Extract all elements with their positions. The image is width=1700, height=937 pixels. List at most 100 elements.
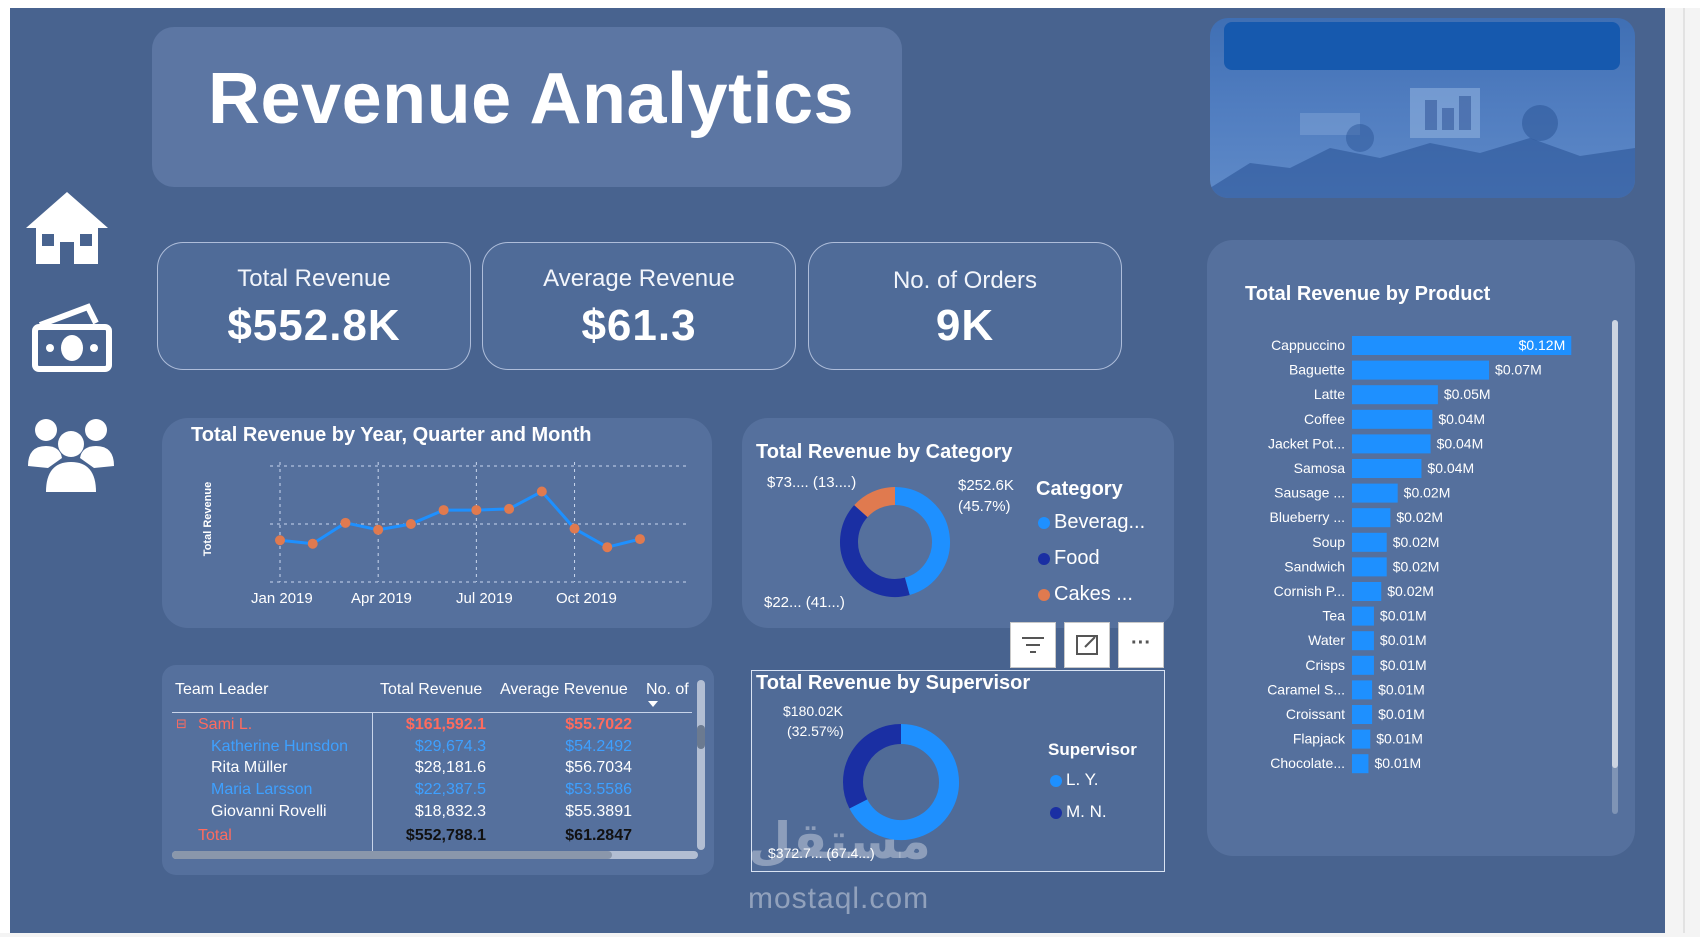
value-label: $0.01M bbox=[1376, 731, 1423, 747]
line-chart[interactable] bbox=[250, 452, 690, 592]
value-label: $0.04M bbox=[1437, 435, 1484, 451]
banner-graphic bbox=[1210, 88, 1635, 198]
banner-image bbox=[1210, 18, 1635, 198]
home-icon bbox=[26, 192, 108, 264]
donut-slice bbox=[894, 487, 950, 596]
legend-label: Cakes ... bbox=[1054, 583, 1133, 605]
table-scrollbar-thumb[interactable] bbox=[697, 725, 705, 749]
data-point bbox=[275, 535, 285, 546]
category-chart-title: Total Revenue by Category bbox=[756, 441, 1013, 463]
category-chart-panel[interactable] bbox=[742, 418, 1174, 628]
product-bar bbox=[1352, 705, 1373, 724]
data-point bbox=[602, 542, 613, 553]
row-avg: $55.7022 bbox=[565, 716, 632, 733]
category-label: Soup bbox=[1312, 534, 1345, 550]
legend-label: L. Y. bbox=[1066, 770, 1099, 789]
supervisor-donut[interactable] bbox=[834, 715, 968, 849]
kpi-orders[interactable]: No. of Orders 9K bbox=[808, 242, 1122, 370]
legend-item-mn[interactable]: M. N. bbox=[1050, 802, 1107, 822]
product-bar bbox=[1352, 483, 1398, 503]
row-name: Sami L. bbox=[198, 716, 253, 733]
col-header[interactable]: Team Leader bbox=[175, 681, 269, 698]
row-avg: $56.7034 bbox=[565, 759, 632, 776]
revenue-line bbox=[279, 489, 641, 549]
product-bar bbox=[1352, 655, 1374, 675]
nav-home[interactable] bbox=[24, 188, 110, 268]
donut-label: $372.7... (67.4...) bbox=[768, 845, 875, 861]
kpi-label: Total Revenue bbox=[237, 265, 391, 292]
focus-mode-button[interactable] bbox=[1064, 622, 1110, 668]
category-label: Caramel S... bbox=[1267, 681, 1345, 697]
table-hscrollbar-thumb[interactable] bbox=[172, 851, 612, 859]
category-label: Cornish P... bbox=[1274, 583, 1345, 599]
filter-button[interactable] bbox=[1010, 622, 1056, 668]
legend-item-cakes[interactable]: Cakes ... bbox=[1038, 583, 1133, 606]
people-icon bbox=[28, 419, 114, 492]
line-chart-panel[interactable] bbox=[162, 418, 712, 628]
scrollbar-thumb[interactable] bbox=[1612, 320, 1618, 768]
category-label: Sandwich bbox=[1284, 558, 1345, 574]
category-label: Crisps bbox=[1305, 657, 1345, 673]
product-bar bbox=[1352, 631, 1374, 651]
data-point bbox=[635, 534, 645, 545]
data-point bbox=[373, 524, 384, 535]
category-label: Tea bbox=[1322, 608, 1345, 624]
category-label: Baguette bbox=[1289, 362, 1345, 378]
col-header[interactable]: Average Revenue bbox=[500, 681, 628, 698]
value-label: $0.02M bbox=[1393, 534, 1440, 550]
more-options-button[interactable]: ··· bbox=[1118, 622, 1164, 668]
col-header[interactable]: Total Revenue bbox=[380, 681, 483, 698]
product-bar bbox=[1352, 508, 1391, 528]
value-label: $0.05M bbox=[1444, 386, 1491, 402]
category-label: Jacket Pot... bbox=[1268, 435, 1345, 451]
donut-label: $73.... (13....) bbox=[767, 474, 857, 491]
legend-item-beverages[interactable]: Beverag... bbox=[1038, 511, 1145, 534]
product-bar bbox=[1352, 459, 1422, 478]
money-icon bbox=[32, 303, 112, 372]
kpi-value: $552.8K bbox=[227, 301, 401, 350]
data-point bbox=[504, 503, 515, 514]
product-bar bbox=[1352, 754, 1369, 774]
category-label: Cappuccino bbox=[1271, 337, 1345, 353]
value-label: $0.01M bbox=[1380, 657, 1427, 673]
kpi-value: 9K bbox=[935, 301, 995, 350]
product-bar bbox=[1352, 582, 1382, 601]
value-label: $0.07M bbox=[1495, 362, 1542, 378]
kpi-total-revenue[interactable]: Total Revenue $552.8K bbox=[157, 242, 471, 370]
table-scrollbar[interactable] bbox=[697, 680, 705, 850]
product-bar-chart[interactable]: Cappuccino $0.12M Baguette $0.07M Latte $0.05… bbox=[1220, 326, 1600, 806]
product-bar bbox=[1352, 409, 1433, 429]
category-donut[interactable] bbox=[830, 477, 960, 607]
kpi-label: Average Revenue bbox=[543, 265, 735, 292]
value-label: $0.02M bbox=[1396, 509, 1443, 525]
product-chart-title: Total Revenue by Product bbox=[1245, 283, 1491, 305]
category-label: Chocolate... bbox=[1270, 755, 1345, 771]
row-avg: $55.3891 bbox=[565, 803, 632, 820]
nav-team[interactable] bbox=[28, 416, 114, 494]
kpi-value: $61.3 bbox=[581, 301, 697, 350]
col-header[interactable]: No. of bbox=[646, 681, 689, 698]
value-label: $0.04M bbox=[1427, 460, 1474, 476]
value-label: $0.02M bbox=[1387, 583, 1434, 599]
kpi-average-revenue[interactable]: Average Revenue $61.3 bbox=[482, 242, 796, 370]
product-bar bbox=[1352, 434, 1431, 454]
nav-finance[interactable] bbox=[32, 303, 112, 373]
donut-label: $22... (41...) bbox=[764, 594, 845, 611]
category-label: Coffee bbox=[1304, 411, 1345, 427]
data-point bbox=[307, 538, 318, 549]
team-table-panel[interactable] bbox=[162, 665, 714, 875]
row-name: Katherine Hunsdon bbox=[211, 738, 348, 755]
supervisor-chart-panel[interactable] bbox=[751, 670, 1165, 872]
donut-slice bbox=[840, 505, 910, 597]
kpi-label: No. of Orders bbox=[892, 267, 1038, 294]
total-row-name: Total bbox=[198, 827, 232, 844]
product-bar bbox=[1352, 336, 1572, 355]
category-label: Croissant bbox=[1286, 706, 1345, 722]
legend-item-food[interactable]: Food bbox=[1038, 547, 1100, 570]
more-options-icon: ··· bbox=[1131, 632, 1151, 654]
expand-toggle[interactable]: ⊟ bbox=[176, 716, 187, 731]
data-point bbox=[569, 523, 580, 534]
legend-item-ly[interactable]: L. Y. bbox=[1050, 770, 1098, 790]
row-total: $29,674.3 bbox=[414, 738, 486, 755]
watermark-latin: mostaql.com bbox=[748, 882, 930, 915]
